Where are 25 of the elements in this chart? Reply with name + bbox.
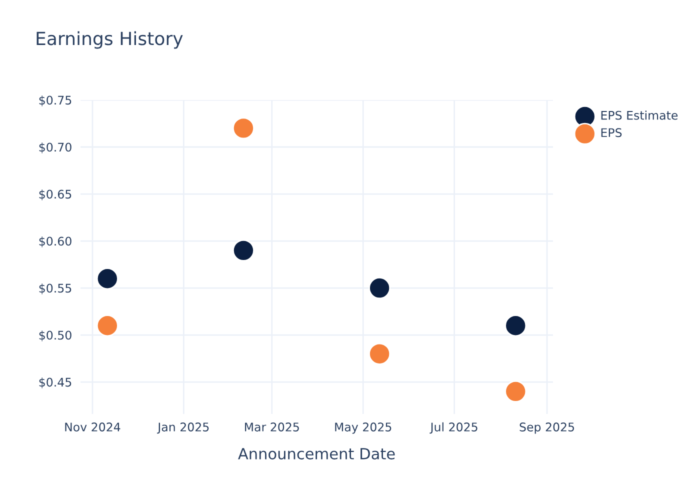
y-tick-label: $0.70 — [39, 142, 72, 154]
x-tick-label: Nov 2024 — [65, 422, 120, 432]
y-tick-label: $0.65 — [39, 190, 72, 200]
legend-label: EPS Estimate — [601, 110, 678, 120]
y-tick-label: $0.60 — [39, 236, 72, 248]
legend-label: EPS — [601, 128, 622, 138]
point — [232, 239, 254, 262]
x-tick-label: Mar 2025 — [245, 422, 299, 432]
point — [368, 277, 391, 300]
point — [368, 342, 391, 365]
point — [232, 117, 254, 140]
chart-title: Earnings History — [36, 31, 183, 49]
point — [504, 314, 527, 337]
point — [96, 314, 118, 337]
x-tick-label: Jul 2025 — [430, 422, 478, 434]
y-tick-label: $0.50 — [39, 330, 72, 342]
y-tick-label: $0.45 — [39, 378, 72, 388]
x-tick-label: Jan 2025 — [157, 422, 209, 434]
x-tick-label: May 2025 — [335, 422, 392, 434]
x-axis-title: Announcement Date — [238, 448, 395, 460]
y-tick-label: $0.75 — [39, 96, 72, 106]
y-tick-label: $0.55 — [39, 284, 72, 294]
point — [504, 380, 527, 402]
x-tick-label: Sep 2025 — [520, 422, 574, 434]
point — [96, 268, 118, 290]
